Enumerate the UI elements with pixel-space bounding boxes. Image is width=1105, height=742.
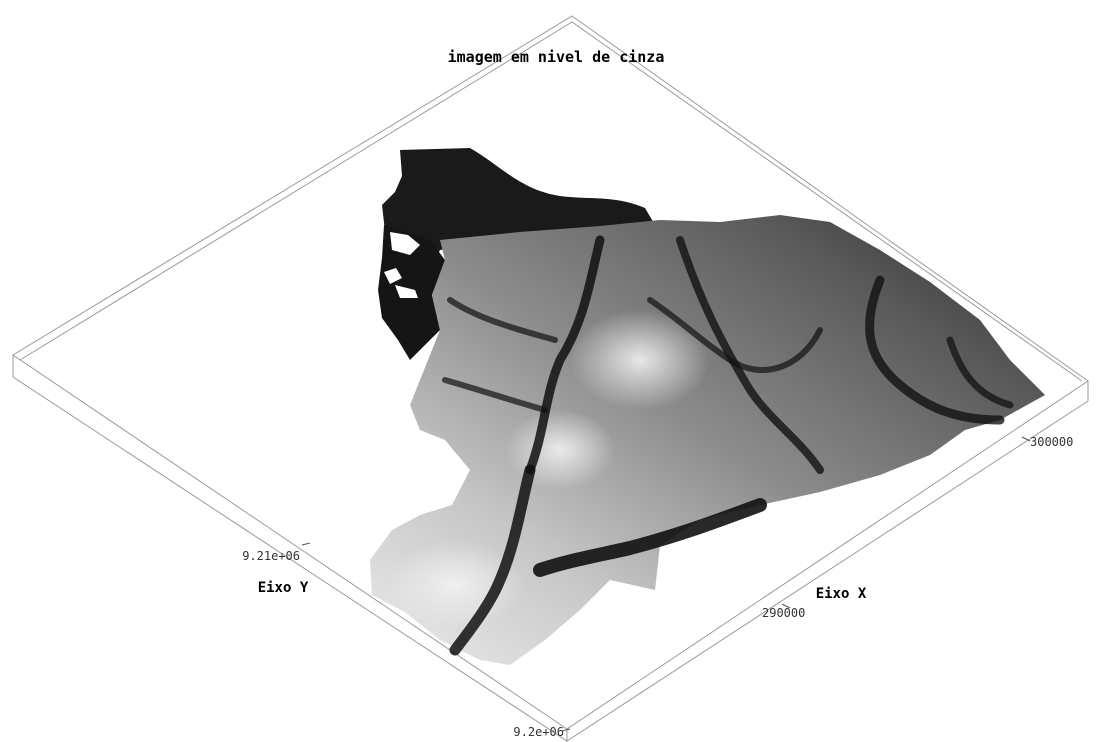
x-axis: 290000 300000 Eixo X (762, 435, 1073, 620)
y-tick-mark-0 (561, 728, 571, 732)
terrain-water-nw (384, 232, 420, 298)
y-tick-label: 9.2e+06 (513, 725, 564, 739)
chart-title: imagem em nivel de cinza (448, 48, 665, 66)
x-axis-label: Eixo X (816, 586, 867, 602)
y-axis: 9.21e+06 9.2e+06 Eixo Y (242, 542, 571, 739)
y-axis-label: Eixo Y (258, 580, 309, 596)
terrain-highland-3 (505, 410, 615, 490)
x-tick-label: 300000 (1030, 435, 1073, 449)
terrain-highland-1 (570, 310, 710, 410)
box-inner-top (19, 21, 1083, 382)
x-tick-label: 290000 (762, 606, 805, 620)
x-tick-mark-0 (781, 603, 791, 609)
x-tick-mark-1 (1021, 436, 1031, 442)
y-tick-label: 9.21e+06 (242, 549, 300, 563)
terrain-valleys (442, 235, 1014, 656)
bounding-box (12, 15, 1089, 742)
y-tick-mark-1 (301, 542, 311, 546)
terrain-surface (370, 148, 1045, 665)
terrain-main (370, 215, 1045, 665)
